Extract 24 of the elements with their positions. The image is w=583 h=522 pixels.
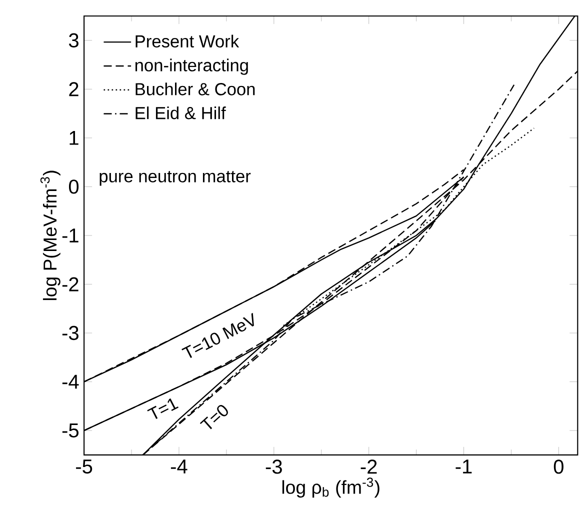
y-tick-label: -1 (62, 228, 78, 243)
annotation: T=10 MeV (182, 313, 254, 358)
y-axis-title: log P(MeV-fm$^{-3}$) (40, 170, 60, 300)
legend-label: Buchler & Coon (136, 82, 255, 96)
x-tick-label: -4 (170, 460, 188, 474)
y-tick-label: 0 (68, 180, 79, 194)
annotation: T=1 (147, 398, 179, 420)
y-tick-label: -4 (62, 375, 79, 389)
x-tick-label: 0 (554, 460, 564, 474)
x-axis-title: log ρ$_{b}$ (fm$^{-3}$) (282, 478, 380, 498)
y-tick-label: 1 (70, 131, 78, 145)
x-tick-label: -3 (266, 460, 282, 474)
y-tick-label: 3 (68, 33, 78, 48)
annotation: T=0 (200, 405, 228, 430)
legend-label: El Eid & Hilf (136, 106, 226, 120)
legend-label: Present Work (136, 34, 240, 48)
y-tick-label: -2 (62, 277, 78, 292)
y-tick-label: -5 (62, 424, 78, 438)
y-tick-label: -3 (62, 326, 78, 340)
legend-label: non-interacting (135, 58, 248, 76)
annotation: pure neutron matter (100, 171, 251, 186)
x-tick-label: -1 (456, 460, 472, 474)
x-tick-label: -2 (360, 460, 377, 474)
y-tick-label: 2 (69, 82, 78, 96)
